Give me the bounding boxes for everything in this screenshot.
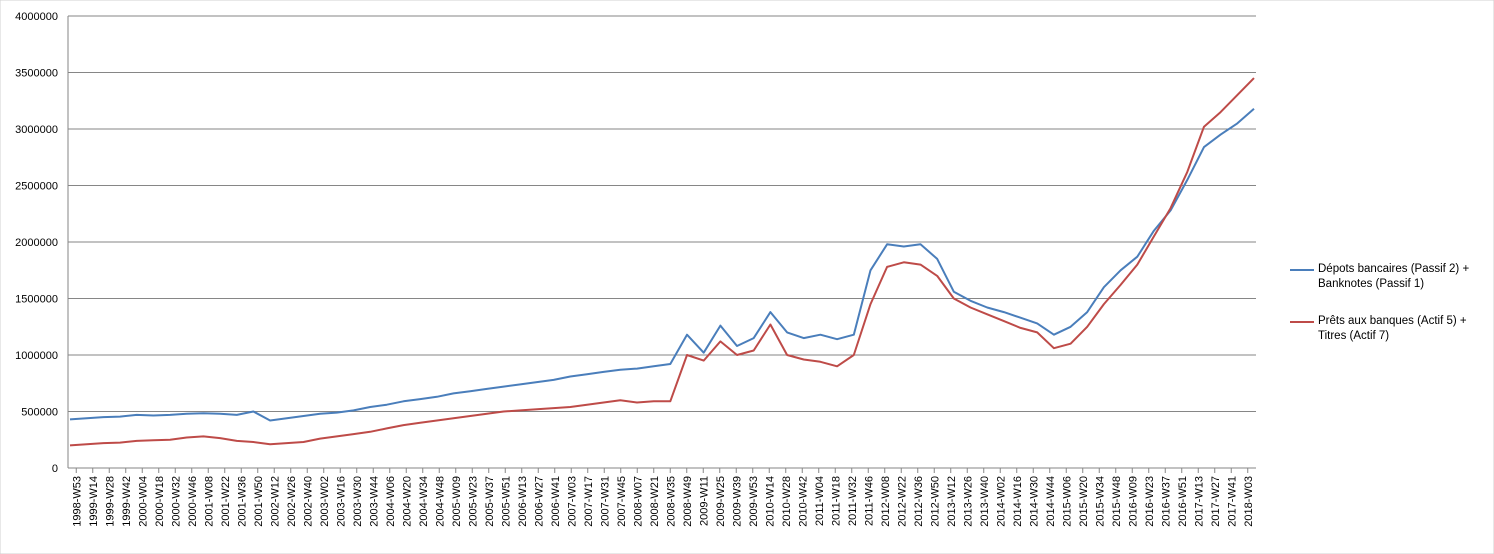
x-tick-label-3: 1999-W42 xyxy=(121,476,133,527)
x-tick-label-28: 2006-W27 xyxy=(533,476,545,527)
x-tick-label-47: 2011-W32 xyxy=(847,476,859,526)
x-tick-label-69: 2017-W27 xyxy=(1210,476,1222,527)
x-tick-label-44: 2010-W42 xyxy=(797,476,809,527)
x-tick-label-48: 2011-W46 xyxy=(863,476,875,526)
x-tick-label-62: 2015-W34 xyxy=(1094,476,1106,527)
x-tick-label-45: 2011-W04 xyxy=(814,476,826,526)
x-tick-label-68: 2017-W13 xyxy=(1193,476,1205,527)
x-tick-label-43: 2010-W28 xyxy=(781,476,793,527)
x-tick-label-10: 2001-W36 xyxy=(236,476,248,527)
series-line-0 xyxy=(69,107,1255,422)
x-tick-label-18: 2003-W44 xyxy=(368,476,380,527)
series-line-1 xyxy=(69,77,1255,447)
x-tick-label-14: 2002-W40 xyxy=(302,476,314,527)
x-tick-label-22: 2004-W48 xyxy=(434,476,446,527)
x-tick-label-39: 2009-W25 xyxy=(715,476,727,527)
x-tick-label-70: 2017-W41 xyxy=(1226,476,1238,527)
gridlines xyxy=(68,15,1256,469)
x-tick-label-49: 2012-W08 xyxy=(880,476,892,527)
x-tick-label-7: 2000-W46 xyxy=(187,476,199,527)
y-tick-label-3: 1500000 xyxy=(15,294,58,306)
y-tick-label-7: 3500000 xyxy=(15,68,58,80)
x-tick-label-61: 2015-W20 xyxy=(1078,476,1090,527)
x-tick-label-52: 2012-W50 xyxy=(929,476,941,527)
x-tick-label-1: 1999-W14 xyxy=(88,476,100,527)
y-tick-label-1: 500000 xyxy=(21,407,58,419)
x-tick-label-65: 2016-W23 xyxy=(1144,476,1156,527)
x-tick-label-42: 2010-W14 xyxy=(764,476,776,527)
x-tick-label-21: 2004-W34 xyxy=(418,476,430,527)
x-axis: 1998-W53 1999-W14 1999-W28 1999-W42 2000-W04… xyxy=(68,467,1256,527)
x-tick-label-12: 2002-W12 xyxy=(269,476,281,527)
y-tick-label-4: 2000000 xyxy=(15,237,58,249)
x-tick-label-60: 2015-W06 xyxy=(1061,476,1073,527)
y-tick-label-2: 1000000 xyxy=(15,350,58,362)
x-tick-label-23: 2005-W09 xyxy=(451,476,463,527)
x-tick-label-66: 2016-W37 xyxy=(1160,476,1172,527)
legend-swatch-prets xyxy=(1290,321,1314,323)
x-tick-label-17: 2003-W30 xyxy=(352,476,364,527)
x-tick-label-46: 2011-W18 xyxy=(830,476,842,526)
x-tick-label-32: 2007-W31 xyxy=(599,476,611,527)
series-lines xyxy=(69,77,1255,447)
y-tick-label-6: 3000000 xyxy=(15,124,58,136)
y-axis: 0 500000 1000000 1500000 2000000 2500000 30000… xyxy=(15,11,69,475)
x-tick-label-54: 2013-W26 xyxy=(962,476,974,527)
x-tick-label-34: 2008-W07 xyxy=(632,476,644,527)
x-tick-label-53: 2013-W12 xyxy=(946,476,958,527)
x-tick-label-57: 2014-W16 xyxy=(1012,476,1024,527)
x-tick-label-40: 2009-W39 xyxy=(731,476,743,527)
x-tick-label-25: 2005-W37 xyxy=(484,476,496,527)
x-tick-label-15: 2003-W02 xyxy=(319,476,331,527)
x-tick-label-29: 2006-W41 xyxy=(550,476,562,527)
x-tick-label-16: 2003-W16 xyxy=(335,476,347,527)
y-tick-label-5: 2500000 xyxy=(15,181,58,193)
x-tick-label-35: 2008-W21 xyxy=(649,476,661,527)
x-tick-label-6: 2000-W32 xyxy=(170,476,182,527)
x-tick-label-56: 2014-W02 xyxy=(995,476,1007,527)
x-tick-label-11: 2001-W50 xyxy=(253,476,265,527)
x-tick-label-19: 2004-W06 xyxy=(385,476,397,527)
x-tick-label-50: 2012-W22 xyxy=(896,476,908,527)
x-tick-label-64: 2016-W09 xyxy=(1127,476,1139,527)
x-tick-label-31: 2007-W17 xyxy=(583,476,595,527)
legend: Dépots bancaires (Passif 2) + Banknotes … xyxy=(1288,262,1488,344)
legend-item-prets: Prêts aux banques (Actif 5) + Titres (Ac… xyxy=(1288,314,1488,344)
x-tick-label-13: 2002-W26 xyxy=(286,476,298,527)
legend-item-depots: Dépots bancaires (Passif 2) + Banknotes … xyxy=(1288,262,1488,292)
x-tick-label-33: 2007-W45 xyxy=(616,476,628,527)
x-tick-label-59: 2014-W44 xyxy=(1045,476,1057,527)
x-tick-label-26: 2005-W51 xyxy=(500,476,512,527)
x-tick-label-24: 2005-W23 xyxy=(467,476,479,527)
x-tick-label-67: 2016-W51 xyxy=(1177,476,1189,527)
x-tick-label-36: 2008-W35 xyxy=(665,476,677,527)
x-tick-label-51: 2012-W36 xyxy=(913,476,925,527)
x-tick-label-5: 2000-W18 xyxy=(154,476,166,527)
legend-label-prets: Prêts aux banques (Actif 5) + Titres (Ac… xyxy=(1318,315,1467,342)
x-tick-label-27: 2006-W13 xyxy=(517,476,529,527)
y-tick-label-0: 0 xyxy=(52,463,58,475)
x-tick-label-58: 2014-W30 xyxy=(1028,476,1040,527)
x-tick-label-55: 2013-W40 xyxy=(979,476,991,527)
x-tick-label-20: 2004-W20 xyxy=(401,476,413,527)
x-tick-label-37: 2008-W49 xyxy=(682,476,694,527)
legend-label-depots: Dépots bancaires (Passif 2) + Banknotes … xyxy=(1318,263,1470,290)
y-tick-label-8: 4000000 xyxy=(15,11,58,23)
x-tick-label-8: 2001-W08 xyxy=(203,476,215,527)
x-tick-label-9: 2001-W22 xyxy=(220,476,232,527)
x-tick-label-71: 2018-W03 xyxy=(1243,476,1255,527)
x-tick-label-30: 2007-W03 xyxy=(566,476,578,527)
x-tick-label-63: 2015-W48 xyxy=(1111,476,1123,527)
x-tick-label-38: 2009-W11 xyxy=(698,476,710,526)
x-tick-label-0: 1998-W53 xyxy=(71,476,83,527)
x-tick-label-41: 2009-W53 xyxy=(748,476,760,527)
x-tick-label-2: 1999-W28 xyxy=(104,476,116,527)
legend-swatch-depots xyxy=(1290,269,1314,271)
x-tick-label-4: 2000-W04 xyxy=(137,476,149,527)
